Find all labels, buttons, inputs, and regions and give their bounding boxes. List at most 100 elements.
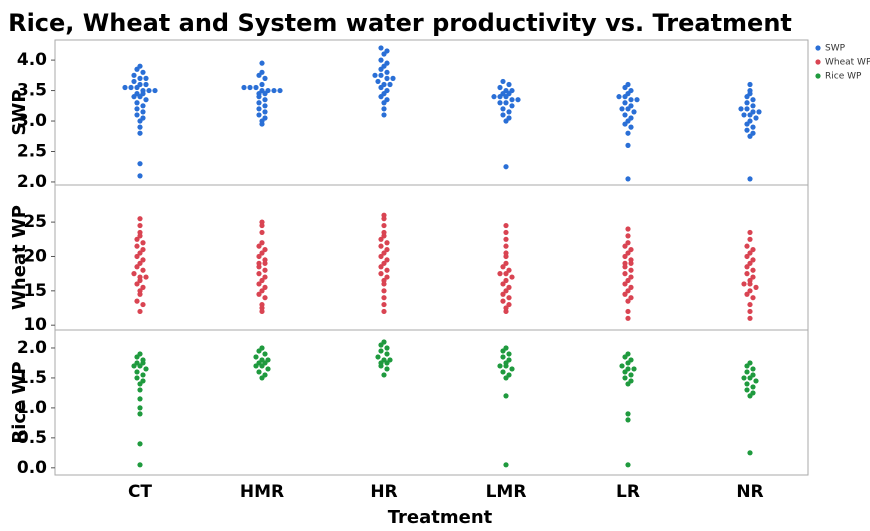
y-tick-label: 3.0: [17, 111, 47, 131]
data-point: [256, 291, 262, 297]
data-point: [500, 281, 506, 287]
y-axis-title: Wheat WP: [9, 205, 30, 310]
data-point: [378, 342, 384, 348]
data-point: [259, 121, 265, 127]
data-point: [503, 94, 509, 100]
data-point: [738, 106, 744, 112]
data-point: [143, 366, 149, 372]
data-point: [506, 301, 512, 308]
data-point: [628, 372, 634, 378]
data-point: [500, 78, 506, 85]
data-point: [143, 97, 149, 103]
data-point: [131, 94, 137, 100]
y-axis-title: Rice WP: [9, 361, 30, 443]
data-point: [750, 124, 756, 130]
data-point: [628, 246, 634, 253]
data-point: [134, 66, 140, 72]
y-tick-label: 4.0: [17, 50, 47, 70]
legend-label: SWP: [825, 44, 846, 54]
data-point: [256, 253, 262, 260]
data-point: [143, 274, 149, 280]
data-point: [747, 260, 753, 266]
data-point: [503, 393, 509, 399]
data-point: [634, 97, 640, 103]
data-point: [137, 216, 143, 222]
data-point: [378, 66, 384, 72]
data-point: [503, 100, 509, 106]
data-point: [131, 363, 137, 369]
data-point: [500, 369, 506, 375]
data-point: [622, 94, 628, 100]
data-point: [625, 176, 631, 182]
data-point: [137, 75, 143, 81]
data-point: [259, 229, 265, 236]
data-point: [277, 87, 283, 94]
data-point: [256, 100, 262, 106]
data-point: [256, 348, 262, 354]
data-point: [137, 250, 143, 256]
legend-marker: [815, 59, 821, 65]
data-point: [503, 271, 509, 277]
data-point: [625, 277, 631, 284]
data-point: [134, 100, 140, 106]
data-point: [625, 360, 631, 366]
data-point: [747, 308, 753, 315]
data-point: [750, 97, 756, 103]
data-point: [259, 60, 265, 66]
data-point: [137, 363, 143, 369]
data-point: [503, 243, 509, 249]
data-point: [509, 103, 515, 109]
data-point: [628, 260, 634, 266]
data-point: [747, 133, 753, 139]
data-point: [509, 366, 515, 372]
data-point: [756, 109, 762, 115]
data-point: [747, 375, 753, 381]
data-point: [137, 161, 143, 167]
x-tick-label: LMR: [486, 482, 527, 502]
data-point: [500, 291, 506, 297]
data-point: [628, 267, 634, 273]
data-point: [750, 257, 756, 263]
data-point: [509, 274, 515, 280]
data-point: [628, 284, 634, 290]
data-point: [256, 106, 262, 112]
data-point: [744, 387, 750, 393]
y-tick-label: 2.5: [17, 141, 47, 161]
data-point: [256, 243, 262, 249]
data-point: [625, 142, 631, 148]
data-point: [259, 363, 265, 369]
data-point: [381, 112, 387, 118]
x-tick-label: CT: [128, 482, 152, 502]
y-axis-title: SWP: [9, 89, 30, 135]
y-tick-label: 1.0: [17, 398, 47, 418]
data-point: [247, 84, 253, 91]
data-point: [628, 295, 634, 301]
data-point: [744, 264, 750, 270]
data-point: [137, 222, 143, 229]
data-point: [134, 354, 140, 360]
x-tick-label: HR: [370, 482, 397, 502]
data-point: [503, 363, 509, 369]
data-point: [137, 411, 143, 417]
data-point: [378, 264, 384, 270]
y-tick-label: 3.5: [17, 81, 47, 101]
data-point: [378, 57, 384, 63]
data-point: [131, 78, 137, 85]
data-point: [265, 366, 271, 372]
data-point: [262, 75, 268, 81]
data-point: [381, 260, 387, 266]
data-point: [625, 130, 631, 136]
y-tick-label: 0.0: [17, 458, 47, 478]
data-point: [744, 369, 750, 375]
data-point: [750, 246, 756, 253]
data-point: [744, 381, 750, 387]
data-point: [506, 284, 512, 290]
data-point: [140, 240, 146, 246]
data-point: [625, 298, 631, 304]
data-point: [384, 257, 390, 263]
data-point: [137, 124, 143, 130]
data-point: [625, 417, 631, 423]
data-point: [744, 94, 750, 100]
data-point: [271, 87, 277, 94]
data-point: [384, 246, 390, 253]
